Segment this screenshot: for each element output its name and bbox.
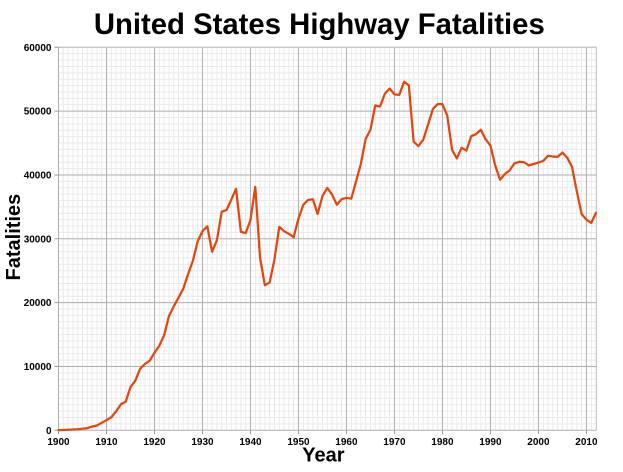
svg-text:1960: 1960 [335,437,358,448]
svg-text:Year: Year [302,445,344,467]
svg-text:Fatalities: Fatalities [3,194,25,281]
svg-text:50000: 50000 [24,107,52,118]
svg-text:1940: 1940 [239,437,262,448]
svg-text:1910: 1910 [95,437,118,448]
svg-text:United States Highway Fataliti: United States Highway Fatalities [94,8,545,41]
svg-text:30000: 30000 [24,234,52,245]
svg-text:0: 0 [46,426,52,437]
svg-text:1930: 1930 [191,437,214,448]
svg-text:10000: 10000 [24,362,52,373]
svg-text:2000: 2000 [527,437,550,448]
svg-text:1980: 1980 [431,437,454,448]
svg-text:1970: 1970 [383,437,406,448]
svg-text:60000: 60000 [24,43,52,54]
svg-text:1950: 1950 [287,437,310,448]
svg-text:20000: 20000 [24,298,52,309]
svg-text:1990: 1990 [479,437,502,448]
svg-text:2010: 2010 [575,437,598,448]
svg-text:1900: 1900 [47,437,70,448]
svg-text:40000: 40000 [24,171,52,182]
svg-text:1920: 1920 [143,437,166,448]
